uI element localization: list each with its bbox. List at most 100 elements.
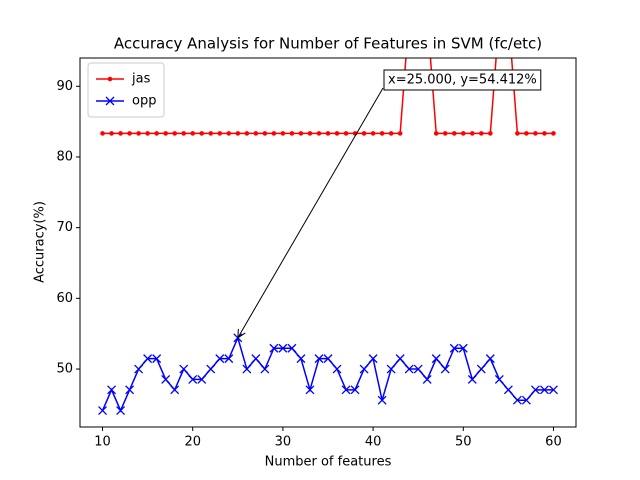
marker bbox=[125, 385, 135, 395]
marker bbox=[359, 364, 369, 374]
marker bbox=[152, 354, 162, 364]
marker bbox=[105, 96, 115, 106]
marker bbox=[332, 364, 342, 374]
marker bbox=[289, 131, 295, 136]
marker bbox=[404, 364, 414, 374]
marker bbox=[440, 364, 450, 374]
marker bbox=[197, 374, 207, 384]
marker bbox=[469, 131, 475, 136]
marker bbox=[361, 131, 367, 136]
marker bbox=[172, 131, 177, 136]
marker bbox=[431, 354, 441, 364]
marker bbox=[341, 385, 351, 395]
marker bbox=[235, 131, 241, 136]
marker bbox=[199, 131, 205, 136]
marker bbox=[215, 354, 225, 364]
marker bbox=[107, 385, 117, 395]
marker bbox=[280, 131, 286, 136]
marker bbox=[163, 131, 168, 136]
marker bbox=[188, 374, 198, 384]
marker bbox=[143, 354, 153, 364]
marker bbox=[323, 354, 333, 364]
x-tick-label: 50 bbox=[455, 435, 472, 450]
marker bbox=[305, 385, 315, 395]
legend-label: opp bbox=[132, 94, 156, 109]
marker bbox=[242, 364, 252, 374]
marker bbox=[433, 131, 439, 136]
annotation-text: x=25.000, y=54.412% bbox=[388, 73, 537, 88]
x-axis-label: Number of features bbox=[265, 455, 392, 470]
marker bbox=[377, 395, 387, 405]
chart-title: Accuracy Analysis for Number of Features… bbox=[114, 35, 542, 53]
marker bbox=[253, 131, 259, 136]
marker bbox=[343, 131, 349, 136]
marker bbox=[136, 131, 141, 136]
plot-area bbox=[98, 58, 558, 416]
marker bbox=[260, 364, 270, 374]
marker bbox=[334, 131, 340, 136]
marker bbox=[503, 385, 513, 395]
marker bbox=[530, 385, 540, 395]
marker bbox=[485, 354, 495, 364]
y-tick-label: 70 bbox=[56, 220, 73, 235]
marker bbox=[395, 354, 405, 364]
marker bbox=[269, 343, 279, 353]
marker bbox=[271, 131, 277, 136]
marker bbox=[98, 406, 108, 416]
x-tick-label: 10 bbox=[94, 435, 111, 450]
marker bbox=[422, 374, 432, 384]
marker bbox=[127, 131, 132, 136]
marker bbox=[551, 131, 556, 136]
marker bbox=[181, 131, 187, 136]
marker bbox=[251, 354, 261, 364]
marker bbox=[451, 131, 457, 136]
marker bbox=[287, 343, 297, 353]
marker bbox=[442, 131, 448, 136]
annotation-arrow bbox=[238, 87, 384, 338]
axes-frame bbox=[79, 57, 577, 428]
marker bbox=[190, 131, 196, 136]
marker bbox=[539, 385, 549, 395]
marker bbox=[206, 364, 216, 374]
marker bbox=[118, 131, 123, 136]
marker bbox=[512, 395, 522, 405]
marker bbox=[145, 131, 150, 136]
marker bbox=[449, 343, 459, 353]
x-tick-label: 20 bbox=[184, 435, 201, 450]
annotation-box bbox=[383, 69, 542, 91]
marker bbox=[479, 131, 484, 136]
marker bbox=[296, 354, 306, 364]
marker bbox=[368, 354, 378, 364]
marker bbox=[460, 131, 466, 136]
x-tick-label: 60 bbox=[545, 435, 562, 450]
marker bbox=[154, 131, 159, 136]
y-tick-label: 80 bbox=[56, 149, 73, 164]
marker bbox=[494, 374, 504, 384]
legend-label: jas bbox=[131, 72, 151, 87]
marker bbox=[278, 343, 288, 353]
marker bbox=[488, 131, 493, 136]
marker bbox=[379, 131, 385, 136]
y-tick-label: 90 bbox=[56, 79, 73, 94]
marker bbox=[467, 374, 477, 384]
marker bbox=[397, 131, 403, 136]
marker bbox=[217, 131, 223, 136]
x-tick-label: 30 bbox=[275, 435, 292, 450]
marker bbox=[515, 131, 520, 136]
marker bbox=[316, 131, 322, 136]
marker bbox=[314, 354, 324, 364]
marker bbox=[548, 385, 558, 395]
marker bbox=[109, 131, 114, 136]
marker bbox=[325, 131, 331, 136]
marker bbox=[476, 364, 486, 374]
y-axis-label: Accuracy(%) bbox=[33, 201, 48, 283]
x-tick-label: 40 bbox=[365, 435, 382, 450]
marker bbox=[370, 131, 376, 136]
marker bbox=[244, 131, 250, 136]
marker bbox=[179, 364, 189, 374]
marker bbox=[307, 131, 313, 136]
marker bbox=[262, 131, 268, 136]
marker bbox=[170, 385, 180, 395]
marker bbox=[116, 406, 126, 416]
